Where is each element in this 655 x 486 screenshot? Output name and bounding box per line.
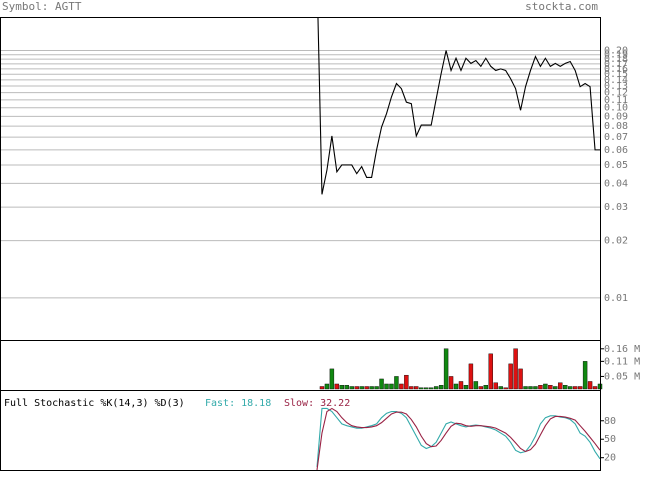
volume-bar	[468, 363, 474, 390]
volume-bar	[503, 387, 508, 390]
volume-bar	[577, 386, 583, 390]
volume-bar	[538, 385, 543, 390]
volume-bar	[349, 386, 354, 390]
volume-bar	[354, 386, 359, 390]
volume-bar	[329, 368, 335, 390]
volume-bar	[553, 386, 558, 390]
volume-bar	[478, 386, 484, 390]
volume-bar	[394, 376, 399, 390]
volume-bar	[563, 385, 568, 390]
volume-bar	[319, 386, 325, 390]
y-tick-label: 80	[604, 416, 616, 427]
y-tick-label: 0.20	[604, 45, 628, 56]
volume-bar	[428, 387, 434, 390]
y-tick-label: 0.06	[604, 145, 628, 156]
volume-bar	[463, 385, 469, 390]
volume-bar	[508, 363, 513, 390]
y-tick-label: 0.09	[604, 111, 628, 122]
volume-bar	[404, 374, 409, 390]
volume-bar	[572, 386, 578, 390]
volume-bar	[528, 386, 533, 390]
y-tick-label: 0.12	[604, 88, 628, 99]
stochastic-title: Full Stochastic %K(14,3) %D(3)	[4, 398, 185, 409]
legend-entry: Slow: 32.22	[284, 398, 350, 409]
volume-bar	[498, 386, 503, 390]
volume-bar	[419, 387, 424, 390]
volume-bar	[543, 383, 548, 390]
volume-bar	[587, 381, 593, 390]
y-tick-label: 0.16 M	[604, 344, 640, 355]
volume-bar	[458, 381, 464, 390]
volume-bar	[414, 386, 419, 390]
volume-bar	[548, 385, 553, 390]
y-tick-label: 50	[604, 434, 616, 445]
volume-bar	[582, 361, 588, 390]
volume-bar	[409, 386, 414, 390]
volume-bar	[324, 383, 330, 390]
y-tick-label: 0.11 M	[604, 356, 640, 367]
line	[316, 407, 600, 470]
source: stockta.com	[525, 0, 598, 13]
volume-bar	[399, 383, 404, 390]
grid-layer	[0, 49, 604, 459]
volume-bar	[438, 385, 444, 390]
y-tick-label: 0.18	[604, 54, 628, 65]
volume-bar	[433, 386, 439, 390]
volume-bar	[513, 348, 518, 390]
volume-bar	[488, 353, 493, 390]
y-tick-label: 0.11	[604, 95, 628, 106]
volume-bar	[453, 383, 459, 390]
line	[317, 17, 600, 195]
volume-bar	[443, 348, 449, 390]
y-tick-label: 0.14	[604, 75, 628, 86]
y-tick-label: 0.05	[604, 160, 628, 171]
legend-entry: Fast: 18.18	[205, 398, 271, 409]
y-tick-label: 0.19	[604, 50, 628, 61]
symbol-title: Symbol: AGTT	[2, 0, 82, 13]
volume-bar	[448, 376, 454, 390]
y-tick-label: 0.03	[604, 202, 628, 213]
y-tick-label: 0.01	[604, 293, 628, 304]
y-tick-label: 0.05 M	[604, 371, 640, 382]
mark-layer	[316, 17, 603, 470]
y-tick-label: 0.15	[604, 69, 628, 80]
volume-bar	[334, 383, 340, 390]
y-tick-label: 0.10	[604, 103, 628, 114]
volume-bar	[424, 387, 429, 390]
volume-bar	[493, 382, 498, 390]
volume-bar	[568, 386, 573, 390]
volume-bar	[339, 385, 345, 390]
y-tick-label: 0.02	[604, 236, 628, 247]
volume-bar	[344, 385, 349, 390]
volume-bar	[374, 386, 379, 390]
y-tick-label: 0.17	[604, 59, 628, 70]
volume-bar	[379, 378, 384, 390]
volume-bar	[558, 382, 563, 390]
volume-bar	[364, 386, 369, 390]
volume-bar	[592, 386, 598, 390]
volume-bar	[384, 383, 389, 390]
volume-bar	[533, 386, 538, 390]
y-tick-label: 0.07	[604, 132, 628, 143]
y-tick-label: 0.04	[604, 178, 628, 189]
volume-bar	[359, 386, 364, 390]
volume-bar	[518, 368, 523, 390]
y-tick-label: 20	[604, 453, 616, 464]
y-tick-label: 0.08	[604, 121, 628, 132]
volume-bar	[483, 385, 489, 390]
volume-bar	[523, 386, 528, 390]
y-tick-label: 0.16	[604, 64, 628, 75]
stochastic-frame	[0, 390, 601, 471]
y-tick-label: 0.13	[604, 81, 628, 92]
volume-bar	[389, 383, 394, 390]
volume-bar	[369, 386, 374, 390]
label-layer: 0.01 0.02 0.03 0.04 0.05 0.06 0.070.080.090.10…	[205, 45, 640, 463]
volume-bar	[473, 381, 479, 390]
